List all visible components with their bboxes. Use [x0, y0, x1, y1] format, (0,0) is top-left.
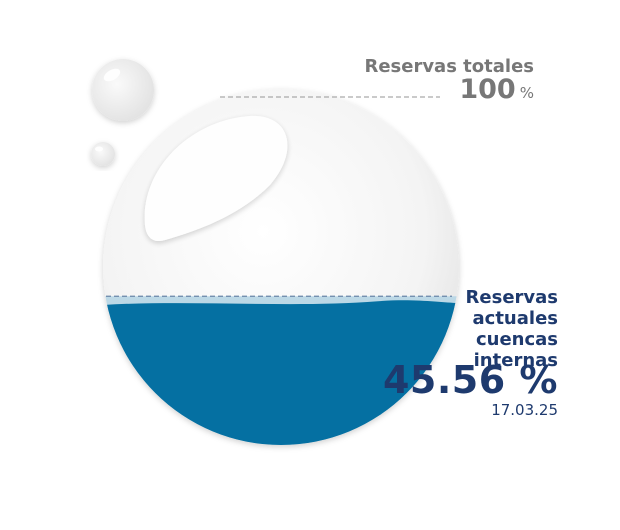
sphere-highlight-icon — [144, 115, 288, 242]
bubble-large-icon — [92, 59, 154, 121]
current-reserves-value: 45.56 % — [382, 358, 558, 402]
current-reserves-label: Reservas actuales cuencas internas — [465, 287, 558, 371]
bubble-small-icon — [91, 142, 115, 166]
water-fill — [103, 300, 459, 445]
current-reserves-date: 17.03.25 — [491, 401, 558, 419]
total-reserves-label: Reservas totales — [364, 56, 534, 77]
total-reserves-value: 100% — [459, 74, 534, 105]
total-reserves-unit: % — [519, 84, 534, 102]
total-reserves-number: 100 — [459, 74, 516, 105]
